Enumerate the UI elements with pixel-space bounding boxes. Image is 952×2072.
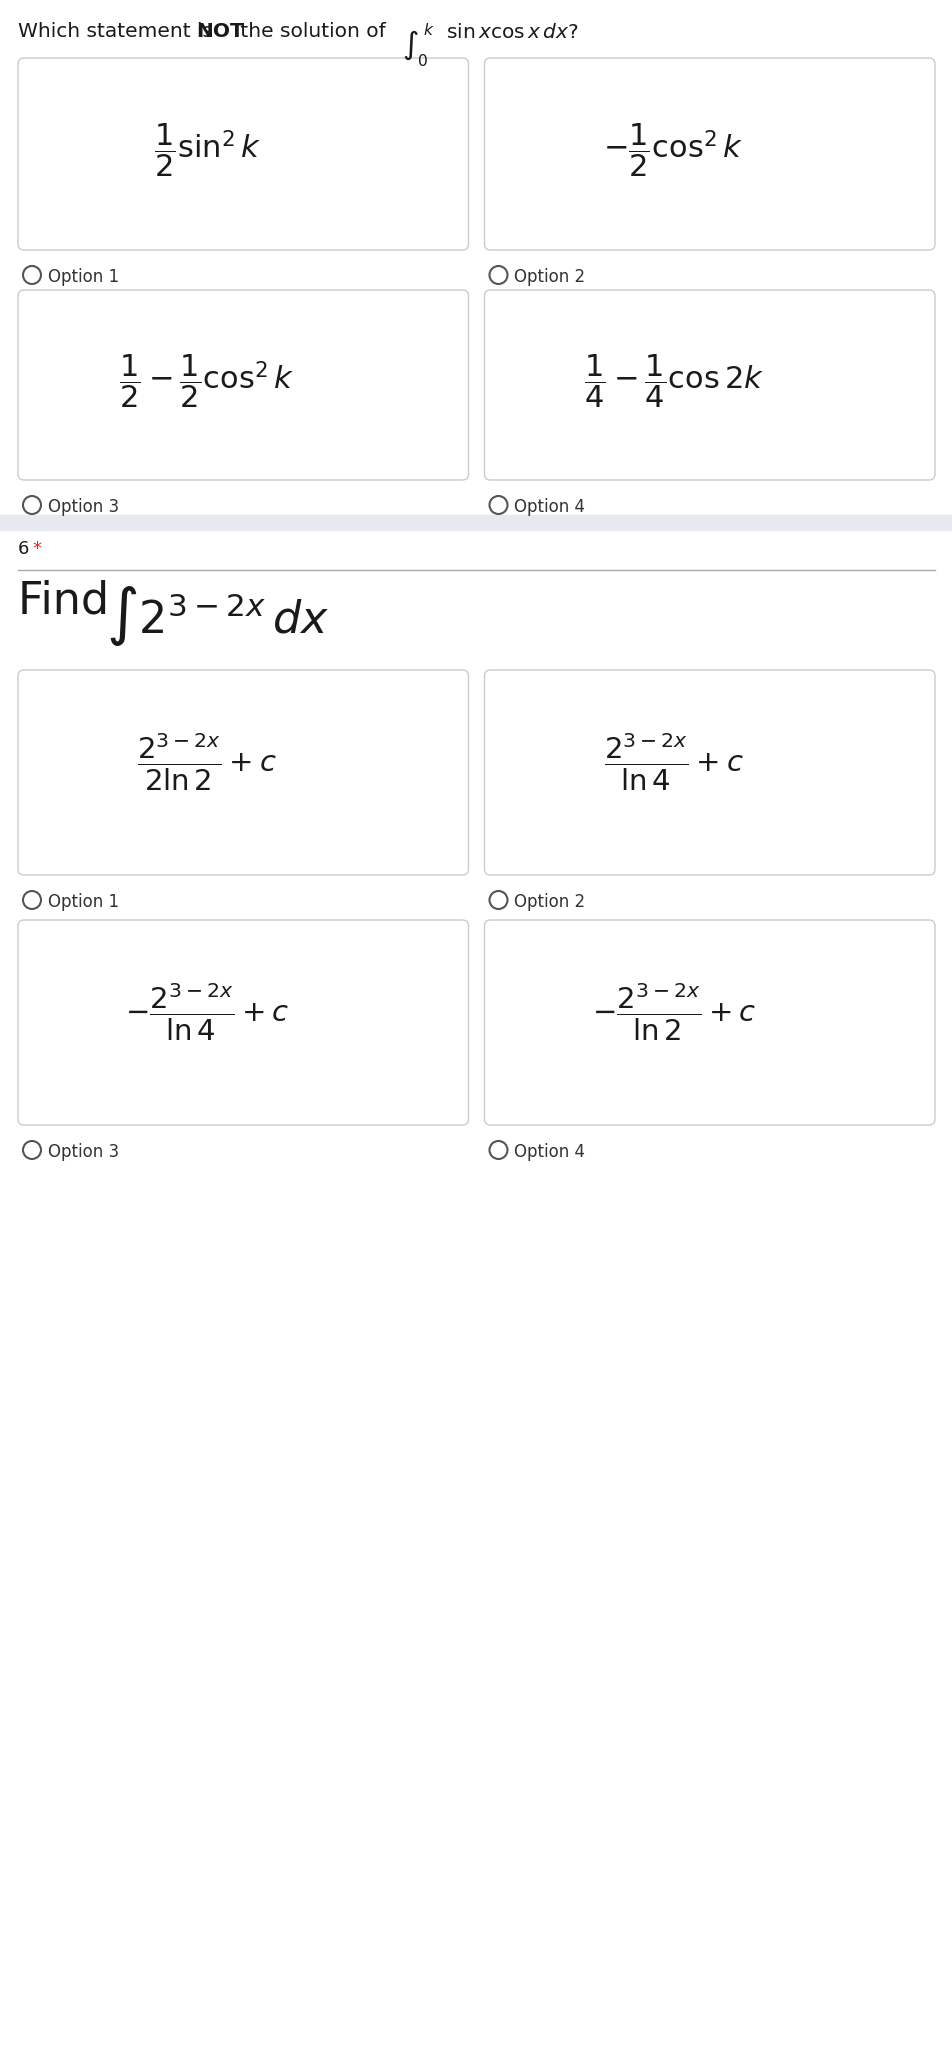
Text: $\dfrac{2^{3-2x}}{\ln 4}+c$: $\dfrac{2^{3-2x}}{\ln 4}+c$ [604, 731, 743, 794]
Text: Option 2: Option 2 [514, 267, 585, 286]
FancyBboxPatch shape [484, 58, 934, 251]
Text: Option 3: Option 3 [48, 497, 119, 516]
Text: Option 3: Option 3 [48, 1144, 119, 1160]
Text: $\dfrac{1}{2}-\dfrac{1}{2}\cos^2 k$: $\dfrac{1}{2}-\dfrac{1}{2}\cos^2 k$ [119, 352, 295, 410]
FancyBboxPatch shape [484, 290, 934, 481]
FancyBboxPatch shape [18, 920, 468, 1125]
Text: the solution of: the solution of [234, 23, 391, 41]
Text: $\int_0^{\,k}$: $\int_0^{\,k}$ [402, 21, 435, 68]
Text: $\dfrac{1}{2}\sin^2 k$: $\dfrac{1}{2}\sin^2 k$ [153, 122, 261, 178]
Text: $-\dfrac{1}{2}\cos^2 k$: $-\dfrac{1}{2}\cos^2 k$ [603, 122, 744, 178]
Text: $\dfrac{1}{4}-\dfrac{1}{4}\cos 2k$: $\dfrac{1}{4}-\dfrac{1}{4}\cos 2k$ [583, 352, 763, 410]
Text: Which statement is: Which statement is [18, 23, 219, 41]
FancyBboxPatch shape [484, 669, 934, 874]
Text: Option 2: Option 2 [514, 893, 585, 912]
FancyBboxPatch shape [18, 290, 468, 481]
FancyBboxPatch shape [18, 669, 468, 874]
Text: Option 4: Option 4 [514, 497, 585, 516]
Text: *: * [32, 541, 41, 557]
Text: Option 1: Option 1 [48, 893, 119, 912]
FancyBboxPatch shape [18, 58, 468, 251]
Bar [0, 516, 952, 530]
Text: 6: 6 [18, 541, 35, 557]
Text: $\int 2^{3-2x}\,dx$: $\int 2^{3-2x}\,dx$ [106, 584, 328, 649]
Text: $-\dfrac{2^{3-2x}}{\ln 2}+c$: $-\dfrac{2^{3-2x}}{\ln 2}+c$ [591, 982, 755, 1042]
Text: Find: Find [18, 580, 123, 624]
Text: Option 4: Option 4 [514, 1144, 585, 1160]
Text: $\dfrac{2^{3-2x}}{2\ln 2}+c$: $\dfrac{2^{3-2x}}{2\ln 2}+c$ [137, 731, 277, 794]
Text: $\sin x\cos x\,dx$?: $\sin x\cos x\,dx$? [446, 23, 578, 41]
Text: $-\dfrac{2^{3-2x}}{\ln 4}+c$: $-\dfrac{2^{3-2x}}{\ln 4}+c$ [125, 982, 289, 1042]
Text: NOT: NOT [196, 23, 244, 41]
FancyBboxPatch shape [484, 920, 934, 1125]
Text: Option 1: Option 1 [48, 267, 119, 286]
